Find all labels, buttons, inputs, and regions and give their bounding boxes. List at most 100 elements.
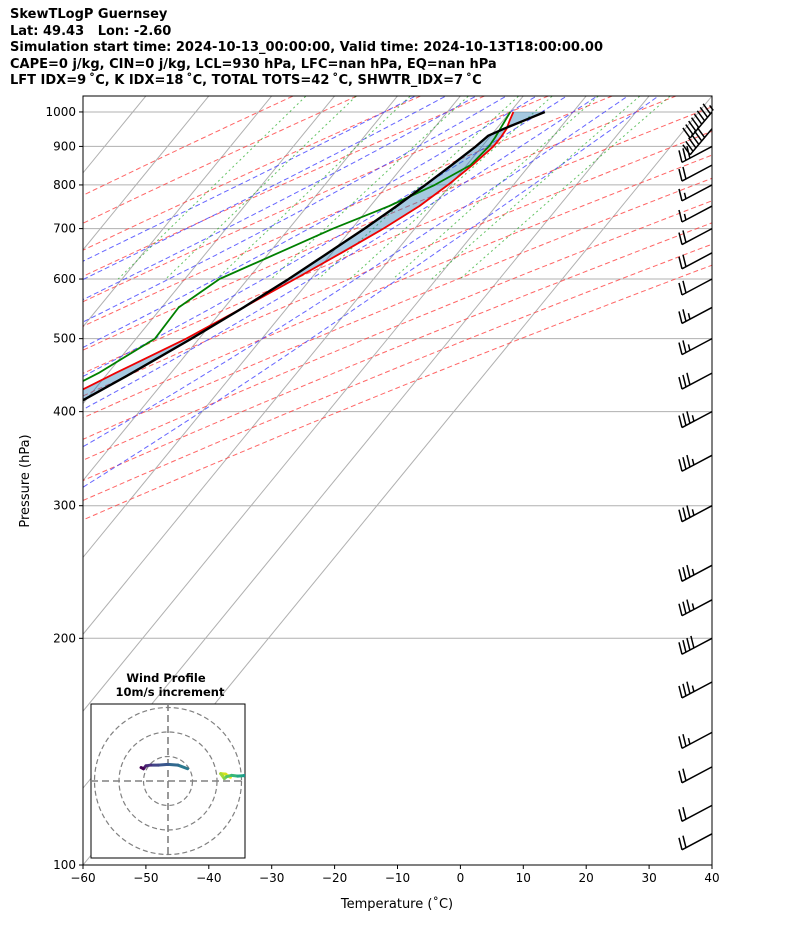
wind-barb [678, 635, 713, 655]
wind-barb [682, 127, 713, 156]
barb-feather [685, 124, 694, 135]
moist-adiabat-line [83, 96, 538, 348]
barb-feather [682, 456, 687, 470]
barb-feather [678, 188, 683, 202]
x-axis-label: Temperature (˚C) [340, 896, 453, 912]
wind-barb [678, 564, 713, 582]
barb-feather [693, 113, 703, 125]
barb-feather [682, 166, 687, 180]
dry-adiabat-line [83, 154, 712, 419]
cin-shaded-area [83, 112, 545, 401]
barb-feather [682, 639, 687, 653]
barb-half-feather [683, 213, 687, 221]
y-tick-label: 100 [53, 858, 76, 872]
barb-half-feather [691, 568, 695, 576]
indices-line: LFT IDX=9 ˚C, K IDX=18 ˚C, TOTAL TOTS=42… [10, 73, 482, 88]
barb-staff [681, 505, 713, 523]
chart-title: SkewTLogP Guernsey [10, 7, 168, 22]
barb-half-feather [691, 509, 695, 516]
chart-title-block: SkewTLogP Guernsey Lat: 49.43 Lon: -2.60… [10, 7, 603, 90]
barb-staff [689, 128, 713, 156]
barb-feather [682, 734, 687, 747]
wind-barb [678, 372, 713, 390]
hodograph-segment [242, 773, 245, 778]
barb-feather [686, 681, 691, 694]
dry-adiabat-line [83, 130, 712, 397]
barb-staff [681, 564, 713, 582]
dry-adiabat-line [83, 264, 712, 521]
time-line: Simulation start time: 2024-10-13_00:00:… [10, 40, 603, 55]
barb-staff [681, 766, 713, 784]
barb-feather [686, 564, 691, 578]
moist-adiabat-line [83, 96, 599, 411]
isotherm-line [83, 96, 273, 328]
isotherm-line [83, 96, 399, 482]
hodograph-segment [156, 762, 170, 767]
barb-feather [682, 807, 687, 820]
wind-barb [678, 252, 713, 270]
temperature-line [83, 111, 515, 391]
mixing-ratio-line [392, 96, 600, 280]
hodograph-segment [282, 748, 286, 752]
barb-staff [681, 637, 713, 655]
x-tick-label: −50 [133, 871, 158, 885]
barb-feather [678, 459, 683, 472]
barb-feather [682, 413, 687, 426]
barb-feather [678, 376, 683, 390]
wind-barb [678, 599, 713, 617]
profile-lines-layer [83, 110, 546, 402]
barb-feather [678, 809, 683, 822]
barb-feather [678, 837, 683, 850]
barb-feather [686, 411, 691, 424]
barb-feather [682, 254, 687, 267]
hodograph-segment [139, 766, 145, 771]
y-tick-label: 600 [53, 272, 76, 286]
hodograph-segment [275, 747, 279, 749]
x-tick-label: −30 [259, 871, 284, 885]
isotherm-line [83, 96, 524, 636]
mixing-ratio-line [270, 96, 470, 280]
barb-staff [681, 205, 713, 223]
barb-feather [696, 127, 706, 138]
wind-barb [678, 454, 713, 472]
barb-staff [681, 599, 713, 617]
wind-barb [678, 227, 713, 246]
y-axis: 1000 900 800 700 600 500 400 300 200 100 [45, 105, 83, 872]
hodograph-segment [166, 762, 180, 767]
wind-barb [678, 804, 713, 822]
moist-adiabat-line [83, 96, 478, 301]
barb-feather [682, 566, 687, 580]
barb-staff [681, 252, 713, 270]
wind-barb [678, 145, 713, 164]
wind-barb [678, 766, 713, 784]
barb-feather [690, 133, 700, 145]
barb-feather [682, 601, 687, 614]
wind-barb [678, 833, 713, 851]
hodograph-segment [256, 761, 262, 768]
barb-feather [678, 685, 683, 699]
barb-half-feather [687, 737, 691, 745]
barb-staff [681, 145, 713, 164]
dry-adiabat-line [83, 96, 422, 251]
moist-adiabat-line [83, 96, 660, 488]
dewpoint-line [83, 111, 511, 383]
barb-feather [685, 140, 694, 152]
barb-feather [678, 150, 683, 163]
barb-feather [682, 230, 687, 243]
barb-half-feather [691, 415, 695, 422]
barb-staff [681, 681, 713, 699]
barb-staff [681, 833, 713, 851]
barb-feather [678, 232, 683, 245]
wind-barb [678, 681, 713, 699]
y-tick-label: 300 [53, 499, 76, 513]
x-tick-label: 10 [516, 871, 531, 885]
x-tick-label: 30 [641, 871, 656, 885]
inset-plot [91, 704, 286, 858]
barb-half-feather [687, 344, 691, 351]
barb-feather [678, 256, 683, 269]
barb-half-feather [687, 313, 691, 320]
barb-feather [678, 342, 683, 355]
mixing-ratio-line [165, 96, 358, 280]
barb-feather [678, 209, 683, 223]
